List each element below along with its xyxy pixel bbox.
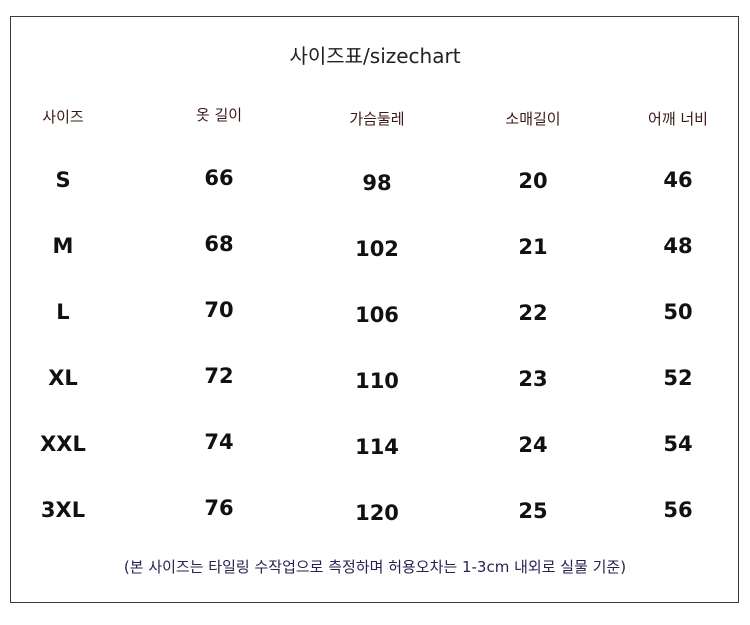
measurement-cell: 120 [355,501,399,525]
measurement-cell: 72 [204,364,234,388]
measurement-cell: 102 [355,237,399,261]
measurement-cell: 20 [518,169,548,193]
size-label-cell: XXL [40,432,86,456]
measurement-cell: 106 [355,303,399,327]
measurement-cell: 50 [663,300,693,324]
size-chart-frame [10,16,739,603]
size-label-cell: S [55,168,71,192]
column-header: 어깨 너비 [648,110,708,128]
column-header: 가슴둘레 [349,110,405,128]
measurement-cell: 46 [663,168,693,192]
measurement-cell: 54 [663,432,693,456]
column-header: 소매길이 [505,110,561,128]
chart-title: 사이즈표/sizechart [289,44,461,68]
size-label-cell: XL [48,366,78,390]
measurement-cell: 48 [663,234,693,258]
size-label-cell: L [56,300,70,324]
measurement-cell: 23 [518,367,548,391]
measurement-cell: 21 [518,235,548,259]
measurement-cell: 70 [204,298,234,322]
measurement-cell: 110 [355,369,399,393]
measurement-cell: 114 [355,435,399,459]
measurement-cell: 52 [663,366,693,390]
column-header: 사이즈 [42,108,84,126]
measurement-cell: 66 [204,166,234,190]
measurement-cell: 25 [518,499,548,523]
measurement-cell: 76 [204,496,234,520]
size-label-cell: M [52,234,74,258]
measurement-cell: 56 [663,498,693,522]
measurement-cell: 22 [518,301,548,325]
measurement-note: (본 사이즈는 타일링 수작업으로 측정하며 허용오차는 1-3cm 내외로 실… [123,558,627,576]
measurement-cell: 24 [518,433,548,457]
measurement-cell: 98 [362,171,392,195]
measurement-cell: 74 [204,430,234,454]
measurement-cell: 68 [204,232,234,256]
column-header: 옷 길이 [195,106,243,124]
size-label-cell: 3XL [40,498,86,522]
